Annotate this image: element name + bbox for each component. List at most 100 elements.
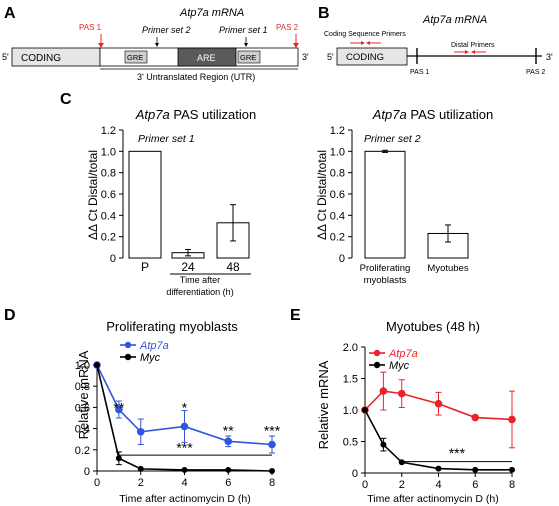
panel-b-label: B [318,5,330,22]
d-plot-ytick-label: 1.0 [75,360,90,372]
pas1-arrow-head [98,43,104,48]
primer2-arrow-head [155,43,159,47]
c1-plot-ytick-label: 1.2 [101,125,116,137]
c1-category-label: 48 [226,260,240,274]
c2-ylabel: ΔΔ Ct Distal/total [315,150,329,240]
e-plot-xtick-label: 2 [399,479,405,491]
e-plot-point-myc [435,465,442,472]
e-xlabel: Time after actinomycin D (h) [367,493,498,505]
coding-primers-label: Coding Sequence Primers [324,31,406,38]
e-plot-legend-label: Myc [389,360,410,372]
e-title: Myotubes (48 h) [386,319,480,334]
e-plot-point-atp7a [434,399,443,408]
pas2-arrow-head [293,43,299,48]
e-plot-ytick-label: 0 [352,468,358,480]
e-plot-point-myc [380,441,387,448]
d-plot-legend-marker [124,341,132,349]
c1-title-rest: PAS utilization [170,107,256,122]
d-plot-point-myc [94,362,100,368]
b-pas1-label: PAS 1 [410,69,429,76]
e-plot-xtick-label: 4 [435,479,441,491]
panel-b-title: Atp7a mRNA [422,14,487,26]
c1-category-label: P [141,260,149,274]
panel-a-5prime: 5' [2,52,9,62]
c2-plot-bar [364,150,406,259]
coding-primer-fwd-head [361,41,365,45]
d-plot-significance-label: *** [264,423,281,439]
c2-title-rest: PAS utilization [407,107,493,122]
d-plot-point-myc [269,468,275,474]
pas1-label: PAS 1 [79,23,102,32]
panel-a-3prime: 3' [302,52,309,62]
d-ylabel: Relative mRNA [76,350,91,439]
c1-plot-bar [128,150,162,259]
gre-label-2: GRE [240,53,256,62]
chart-c1: Atp7a PAS utilization Primer set 1 ΔΔ Ct… [86,107,256,297]
e-plot-ytick-label: 0.5 [343,437,358,449]
e-plot-point-atp7a [397,389,406,398]
d-plot-series-line-myc [96,364,273,472]
e-plot-xtick-label: 0 [362,479,368,491]
distal-primer-fwd-head [465,50,469,54]
e-ylabel: Relative mRNA [316,360,331,449]
d-plot-point-atp7a [115,405,123,414]
panel-b: B Atp7a mRNA 5' 3' CODING PAS 1 PAS 2 Co… [318,5,553,76]
d-plot-xtick-label: 6 [225,477,231,489]
c2-plot-ytick-label: 0.4 [330,210,345,222]
d-plot-point-atp7a [224,437,233,446]
e-plot-ytick-label: 1.0 [343,405,358,417]
d-plot-significance-label: *** [176,440,193,456]
d-xlabel: Time after actinomycin D (h) [119,493,250,505]
d-plot-point-myc [137,465,144,472]
c2-plot-ytick-label: 1.0 [330,146,345,158]
d-plot-point-myc [225,466,232,473]
c1-plot-ytick-label: 0.2 [101,232,116,244]
c1-plot-ytick-label: 0.8 [101,168,116,180]
e-plot-xtick-label: 6 [472,479,478,491]
primer1-arrow-head [244,43,248,47]
e-plot-series-line-myc [364,409,512,471]
c2-category-label: Proliferating [360,263,411,274]
distal-primer-rev-head [471,50,475,54]
distal-primers-label: Distal Primers [451,42,495,49]
d-plot-significance-label: ** [223,423,234,439]
d-plot-point-myc [181,466,188,473]
gre-box-2 [237,50,261,64]
panel-d-label: D [4,307,16,324]
c2-category-label: myoblasts [364,275,407,286]
d-plot-point-atp7a [180,422,189,431]
d-plot-significance-label: ** [113,399,124,415]
e-plot-legend-marker [373,361,381,369]
c1-category-label: 24 [181,260,195,274]
c2-plot-ytick-label: 0.6 [330,189,345,201]
d-plot-significance-label: * [182,399,188,415]
e-plot-point-myc [509,466,515,473]
coding-label: CODING [21,53,61,64]
primer1-label: Primer set 1 [219,25,268,35]
e-plot-legend-label: Atp7a [388,348,418,360]
are-box [177,47,237,67]
e-plot-point-atp7a [471,413,480,422]
d-title: Proliferating myoblasts [106,319,238,334]
panel-c-label: C [60,91,72,108]
d-plot-legend-label: Atp7a [139,340,169,352]
c1-plot-ytick-label: 0.6 [101,189,116,201]
c1-ylabel: ΔΔ Ct Distal/total [86,150,100,240]
e-plot-point-myc [398,459,405,466]
d-plot-ytick-label: 0.6 [75,402,90,414]
e-plot-point-atp7a [508,415,516,424]
primer2-label: Primer set 2 [142,25,191,35]
e-plot-ytick-label: 2.0 [343,342,358,354]
c1-inset: Primer set 1 [138,133,195,145]
d-plot-ytick-label: 0.8 [75,381,90,393]
coding-primer-rev-head [366,41,370,45]
c2-inset: Primer set 2 [364,133,421,145]
b-coding-label: CODING [346,52,384,63]
d-plot-point-atp7a [268,440,276,449]
d-plot-legend-marker [124,353,132,361]
c1-plot: 0 0.2 0.4 0.6 0.8 1.0 1.2 P 24 48 [101,125,251,275]
gre-label-1: GRE [127,53,143,62]
